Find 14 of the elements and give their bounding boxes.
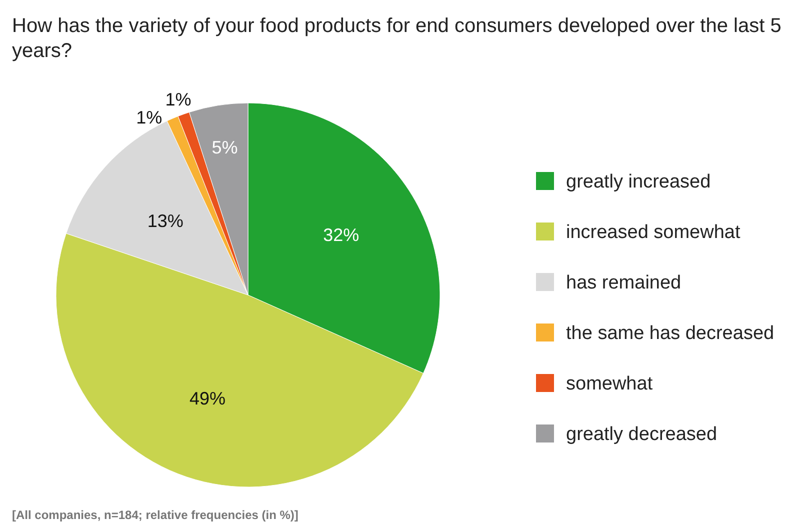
legend-label: has remained	[566, 272, 682, 294]
chart-title: How has the variety of your food products for end consumers developed over the last 5 years?	[12, 15, 782, 62]
data-label: 49%	[190, 388, 226, 409]
data-label: 1%	[165, 89, 192, 110]
data-label: 5%	[212, 137, 238, 158]
legend-label: greatly increased	[566, 172, 711, 193]
text: [All companies, n=184; relative frequencies (in %)]	[12, 508, 298, 522]
legend-label: the same has decreased	[566, 323, 774, 344]
data-label: 32%	[323, 224, 360, 245]
data-label: 13%	[147, 211, 184, 232]
data-label: 1%	[136, 107, 162, 128]
legend-label: increased somewhat	[566, 222, 741, 244]
legend-label: greatly decreased	[566, 424, 718, 446]
legend-label: somewhat	[566, 374, 654, 395]
